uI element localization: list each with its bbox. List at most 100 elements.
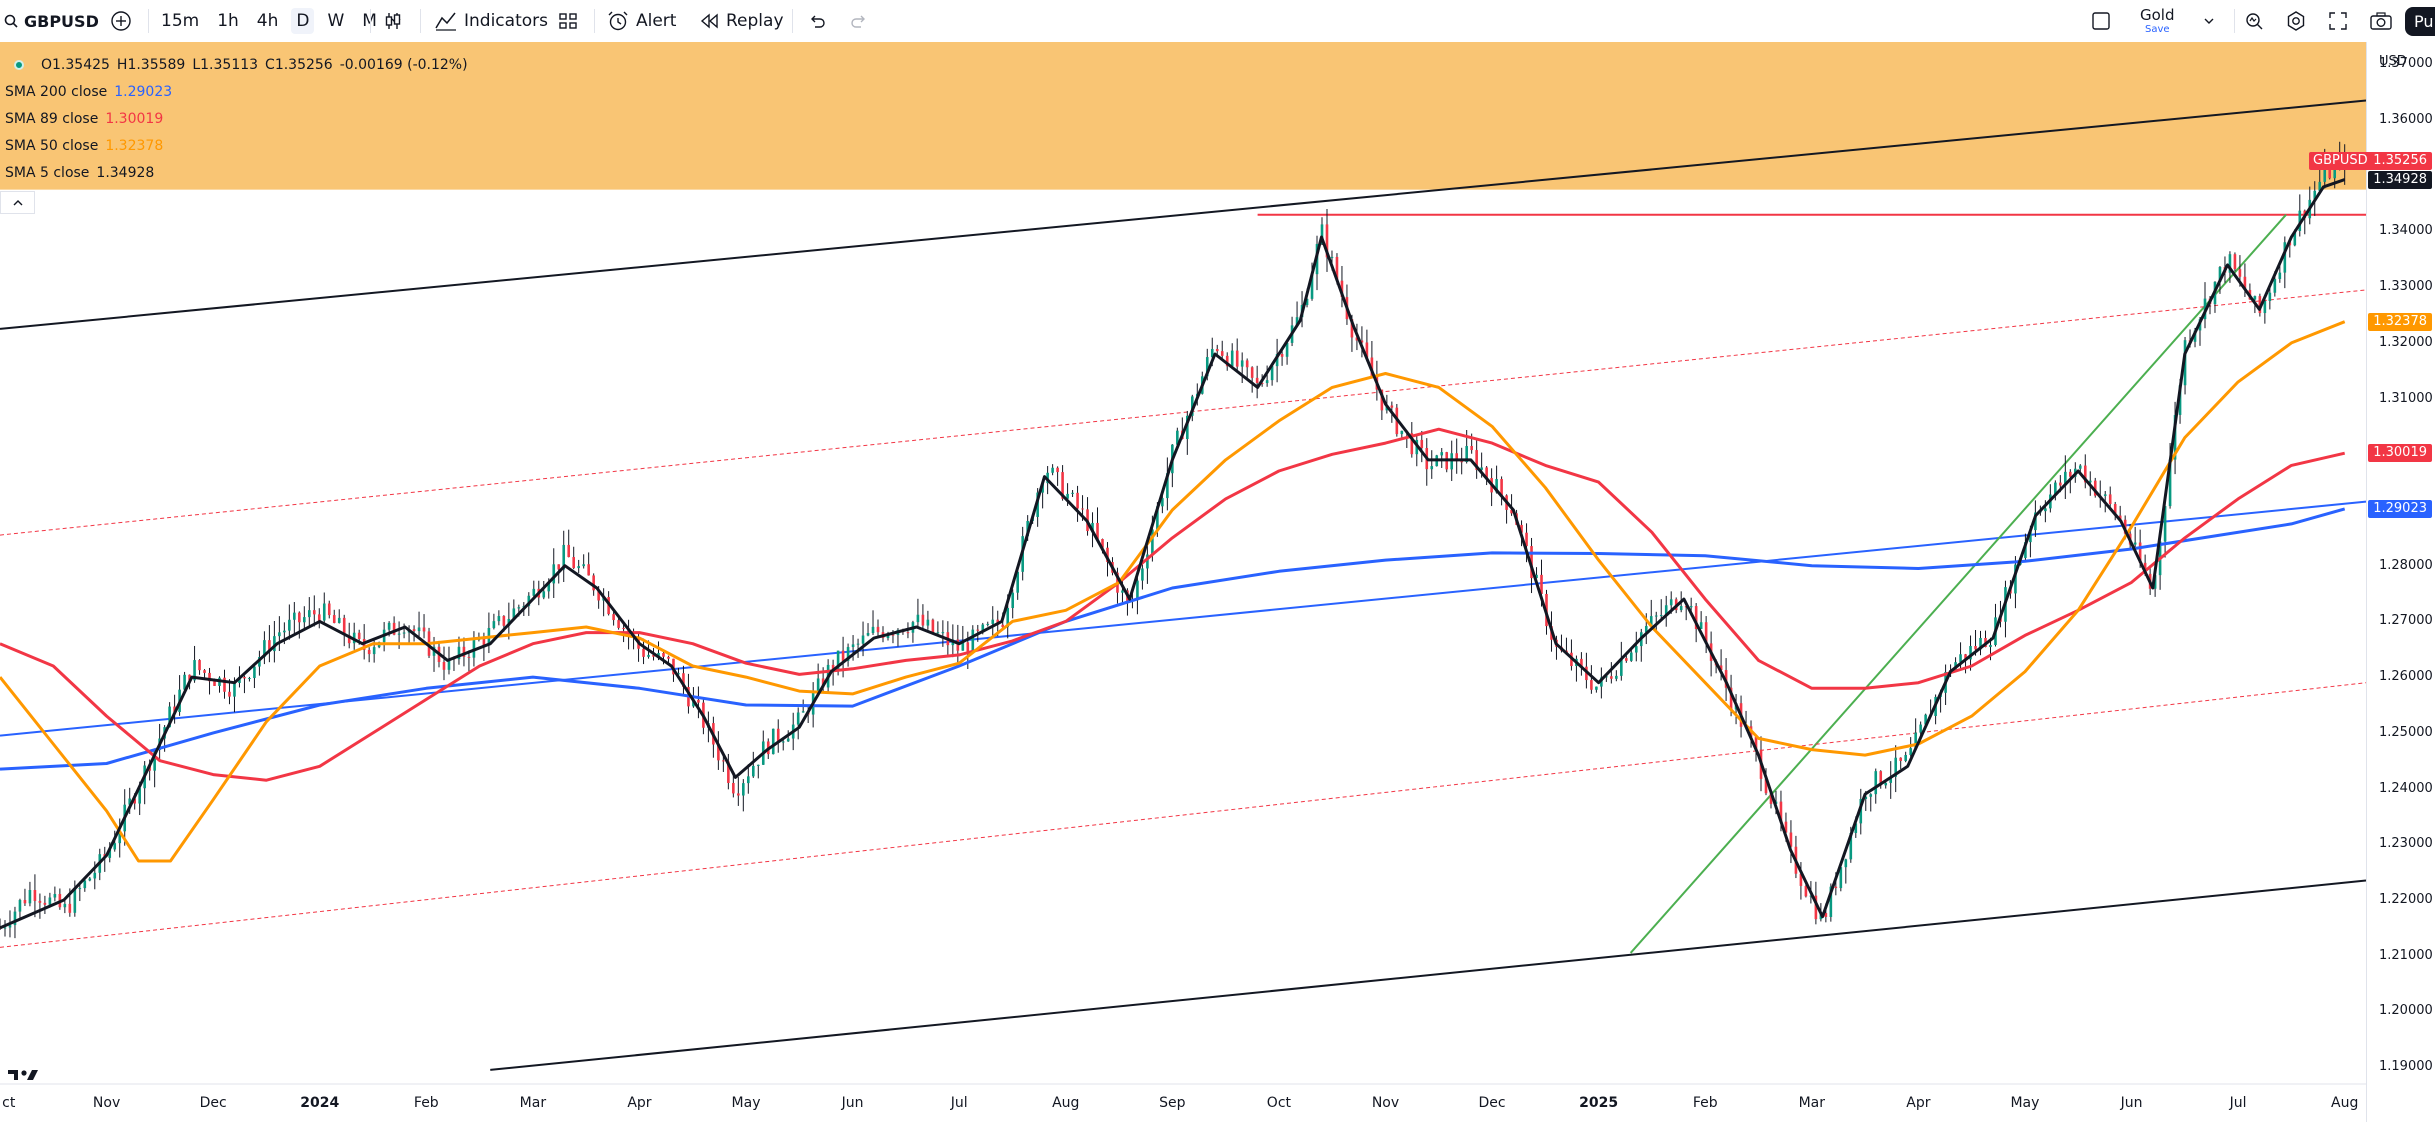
- candle-up: [1979, 637, 1982, 650]
- time-tick-label: May: [2010, 1095, 2039, 1111]
- indicator-row-sma89[interactable]: SMA 89 close 1.30019: [0, 106, 468, 133]
- price-badge: 1.29023: [2368, 499, 2432, 518]
- candle-up: [193, 660, 196, 681]
- candle-down: [617, 620, 620, 628]
- candle-up: [846, 647, 850, 661]
- price-scale[interactable]: USD 1.37000 1.36000 1.34000 1.33000 1.32000 1…: [2366, 42, 2435, 1122]
- chart-type-button[interactable]: [382, 0, 404, 42]
- currency-label[interactable]: USD: [2379, 54, 2407, 69]
- candle-up: [153, 749, 156, 771]
- compare-button[interactable]: [110, 0, 132, 42]
- price-tick-label: 1.32000: [2379, 334, 2433, 350]
- candle-up: [13, 911, 17, 926]
- settings-button[interactable]: [2285, 0, 2307, 42]
- candle-down: [2238, 269, 2242, 277]
- candle-down: [1360, 340, 1364, 343]
- candle-up: [1854, 823, 1858, 833]
- timeframe-m[interactable]: M: [357, 8, 382, 34]
- price-chart[interactable]: ct Nov Dec 2024 Feb Mar Apr May Jun Jul Aug Sep Oct N…: [0, 42, 2366, 1132]
- chart-legend: O1.35425 H1.35589 L1.35113 C1.35256 -0.0…: [0, 52, 468, 187]
- candle-down: [2108, 494, 2112, 505]
- candle-down: [467, 656, 471, 658]
- candle-up: [2088, 480, 2092, 483]
- candle-up: [108, 849, 112, 858]
- symbol-search[interactable]: GBPUSD: [4, 0, 99, 42]
- fullscreen-button[interactable]: [2327, 0, 2349, 42]
- price-badge: 1.34928: [2368, 170, 2432, 189]
- redo-button[interactable]: [848, 0, 870, 42]
- legend-collapse-button[interactable]: [0, 191, 35, 214]
- candle-up: [402, 632, 406, 634]
- candle-up: [1440, 452, 1444, 456]
- replay-button[interactable]: Replay: [698, 0, 784, 42]
- candle-down: [1824, 913, 1828, 917]
- alert-button[interactable]: Alert: [606, 0, 676, 42]
- publish-button[interactable]: Pu: [2405, 0, 2435, 42]
- candle-up: [747, 776, 750, 784]
- layout-menu-button[interactable]: [2203, 0, 2215, 42]
- time-tick-label: ct: [2, 1095, 16, 1111]
- candle-down: [841, 650, 845, 661]
- candle-up: [986, 623, 990, 625]
- candle-up: [1904, 754, 1907, 761]
- candle-down: [33, 890, 37, 901]
- ohlc-row: O1.35425 H1.35589 L1.35113 C1.35256 -0.0…: [0, 52, 468, 79]
- timeframe-1h[interactable]: 1h: [217, 11, 239, 31]
- timeframe-15m[interactable]: 15m: [161, 11, 200, 31]
- candle-up: [1649, 616, 1653, 627]
- indicator-row-sma50[interactable]: SMA 50 close 1.32378: [0, 133, 468, 160]
- candle-down: [1355, 337, 1359, 341]
- time-tick-label: Jul: [2229, 1095, 2247, 1111]
- time-tick-label: Mar: [520, 1095, 547, 1111]
- trendline-drawings[interactable]: [0, 99, 2366, 1071]
- candle-up: [1176, 430, 1179, 445]
- candle-up: [73, 888, 77, 913]
- candle-up: [337, 617, 341, 623]
- quick-search-button[interactable]: [2243, 0, 2265, 42]
- candle-up: [303, 617, 306, 623]
- candle-up: [1295, 317, 1299, 326]
- layout-name[interactable]: Gold Save: [2140, 0, 2175, 42]
- candle-up: [2168, 459, 2172, 507]
- layout-button[interactable]: [2090, 0, 2112, 42]
- candle-up: [771, 728, 775, 755]
- indicator-row-sma5[interactable]: SMA 5 close 1.34928: [0, 160, 468, 187]
- timeframe-w[interactable]: W: [327, 11, 345, 31]
- candle-down: [1380, 389, 1384, 411]
- symbol-label: GBPUSD: [24, 11, 99, 31]
- timeframe-d[interactable]: D: [291, 8, 315, 34]
- candle-up: [677, 673, 680, 675]
- candle-up: [2323, 165, 2327, 182]
- time-axis[interactable]: ct Nov Dec 2024 Feb Mar Apr May Jun Jul Aug Sep Oct N…: [0, 1083, 2366, 1111]
- candle-down: [1754, 737, 1758, 750]
- candle-up: [1495, 479, 1498, 493]
- candle-up: [1240, 360, 1244, 367]
- candle-up: [2044, 508, 2047, 512]
- time-tick-label: Feb: [414, 1095, 439, 1111]
- snapshot-button[interactable]: [2369, 0, 2393, 42]
- market-status-icon: [14, 60, 24, 70]
- candle-up: [1664, 605, 1668, 616]
- timeframe-4h[interactable]: 4h: [256, 11, 279, 31]
- templates-button[interactable]: [557, 0, 579, 42]
- candle-down: [1789, 832, 1793, 847]
- top-toolbar: GBPUSD 15m 1h 4h D W M Indicators Alert …: [0, 0, 2435, 43]
- channel-midline-7: [0, 682, 2366, 948]
- candle-down: [1340, 280, 1344, 298]
- candle-down: [1061, 472, 1064, 499]
- candle-up: [1151, 529, 1154, 555]
- candles: [0, 141, 2346, 939]
- indicators-button[interactable]: Indicators: [434, 0, 548, 42]
- candle-up: [492, 621, 496, 628]
- candle-up: [926, 619, 930, 626]
- indicator-row-sma200[interactable]: SMA 200 close 1.29023: [0, 79, 468, 106]
- candle-down: [1704, 622, 1708, 644]
- candle-up: [2064, 471, 2067, 486]
- candle-up: [1989, 645, 1992, 648]
- candle-up: [3, 927, 7, 929]
- candle-up: [2133, 542, 2137, 545]
- undo-button[interactable]: [806, 0, 828, 42]
- candle-down: [2093, 480, 2097, 496]
- candle-up: [1146, 554, 1149, 569]
- candle-up: [2313, 190, 2317, 200]
